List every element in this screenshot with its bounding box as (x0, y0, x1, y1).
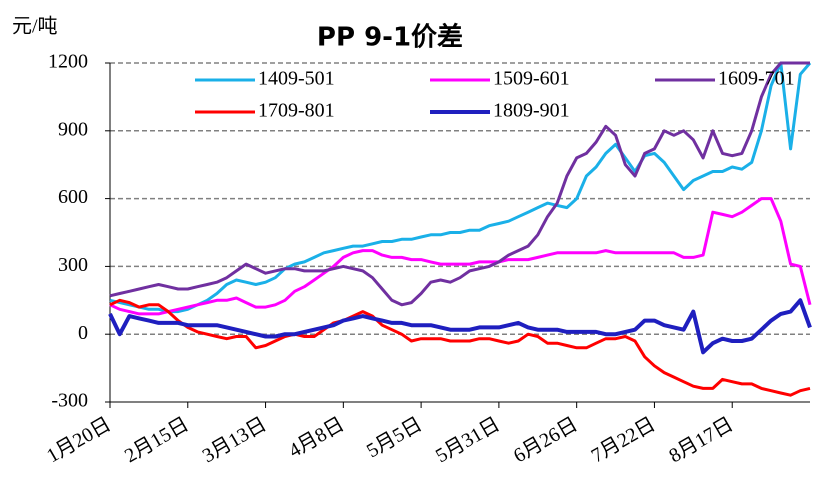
x-tick-label: 4月8日 (285, 413, 348, 462)
x-tick-label: 6月26日 (510, 413, 582, 467)
x-tick-label: 8月17日 (665, 413, 737, 467)
x-tick-label: 1月20日 (43, 413, 115, 467)
y-tick-label: 600 (58, 186, 88, 208)
legend-label: 1709-801 (258, 100, 335, 122)
series-line (109, 197, 812, 316)
legend-label: 1509-601 (493, 68, 570, 90)
x-tick-label: 7月22日 (588, 413, 660, 467)
legend-label: 1609-701 (718, 68, 795, 90)
y-tick-label: 1200 (48, 51, 88, 73)
series-line (109, 61, 810, 307)
x-tick-label: 2月15日 (121, 413, 193, 467)
series-line (109, 298, 811, 397)
y-tick-label: -300 (51, 390, 88, 412)
series-line (109, 61, 812, 314)
x-tick-label: 3月13日 (199, 413, 271, 467)
x-tick-label: 5月31日 (432, 413, 504, 467)
y-tick-label: 300 (58, 254, 88, 276)
y-tick-label: 0 (78, 322, 88, 344)
y-tick-label: 900 (58, 118, 88, 140)
y-axis-label: 元/吨 (12, 15, 58, 38)
chart-title: PP 9-1价差 (317, 22, 463, 53)
series-line (108, 298, 812, 355)
x-tick-label: 5月5日 (363, 413, 426, 462)
legend-label: 1409-501 (258, 68, 335, 90)
legend-label: 1809-901 (493, 100, 570, 122)
